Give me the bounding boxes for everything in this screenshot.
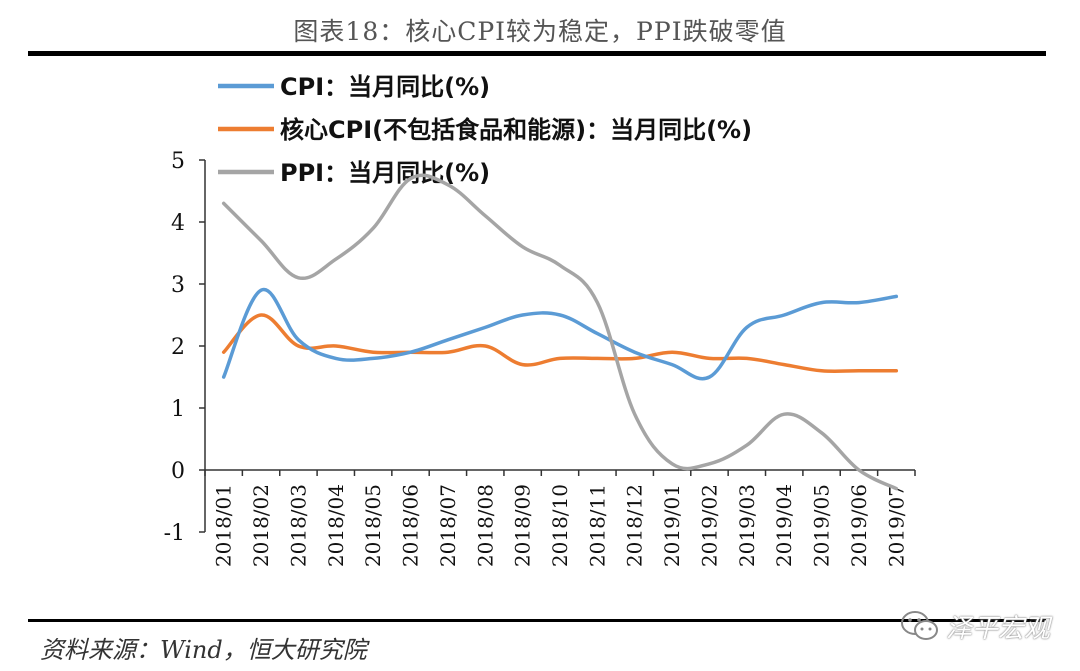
x-tick-label: 2018/02 (249, 484, 273, 567)
watermark: 泽平宏观 (900, 606, 1050, 646)
chart-axes: -1 0 1 2 3 4 5 2018/01 2018/02 2018/03 2018/04 2018… (164, 149, 916, 567)
x-tick-label: 2018/08 (473, 484, 497, 567)
chart-legend: CPI：当月同比(%) 核心CPI(不包括食品和能源)：当月同比(%) PPI：当月… (218, 73, 752, 187)
x-tick-label: 2018/04 (324, 484, 348, 567)
x-tick-label: 2019/07 (884, 484, 908, 567)
x-tick-label: 2018/11 (585, 484, 609, 567)
x-tick-label: 2019/03 (735, 484, 759, 567)
wechat-icon (901, 611, 938, 640)
bottom-rule (28, 619, 1046, 622)
y-tick-label: 0 (171, 459, 185, 484)
top-rule (28, 51, 1046, 56)
legend-label-core-cpi: 核心CPI(不包括食品和能源)：当月同比(%) (280, 116, 752, 144)
y-tick-label: 3 (171, 273, 185, 298)
x-tick-label: 2018/07 (436, 484, 460, 567)
figure-title: 图表18：核心CPI较为稳定，PPI跌破零值 (293, 17, 787, 46)
series-line-core-cpi (221, 313, 899, 374)
y-tick-label: 1 (171, 397, 185, 422)
watermark-text: 泽平宏观 (946, 613, 1051, 644)
x-tick-label: 2018/06 (399, 484, 423, 567)
legend-label-ppi: PPI：当月同比(%) (280, 159, 490, 187)
x-tick-label: 2018/03 (286, 484, 310, 567)
x-tick-label: 2019/05 (810, 484, 834, 567)
series-line-cpi (221, 287, 899, 381)
y-tick-label: 5 (171, 149, 185, 174)
x-tick-label: 2019/04 (772, 484, 796, 567)
y-tick-label: 2 (171, 335, 185, 360)
x-tick-label: 2018/05 (361, 484, 385, 567)
x-tick-label: 2018/09 (511, 484, 535, 567)
y-tick-label: -1 (164, 521, 185, 546)
x-tick-label: 2019/01 (660, 484, 684, 567)
y-tick-label: 4 (171, 211, 185, 236)
x-tick-label: 2019/06 (847, 484, 871, 567)
source-note: 资料来源：Wind，恒大研究院 (40, 636, 367, 664)
series-line-ppi (221, 173, 899, 491)
x-tick-label: 2018/01 (212, 484, 236, 567)
x-tick-label: 2018/10 (548, 484, 572, 567)
chart-series (221, 173, 899, 491)
x-tick-label: 2018/12 (623, 484, 647, 567)
legend-label-cpi: CPI：当月同比(%) (280, 73, 490, 101)
x-tick-label: 2019/02 (697, 484, 721, 567)
